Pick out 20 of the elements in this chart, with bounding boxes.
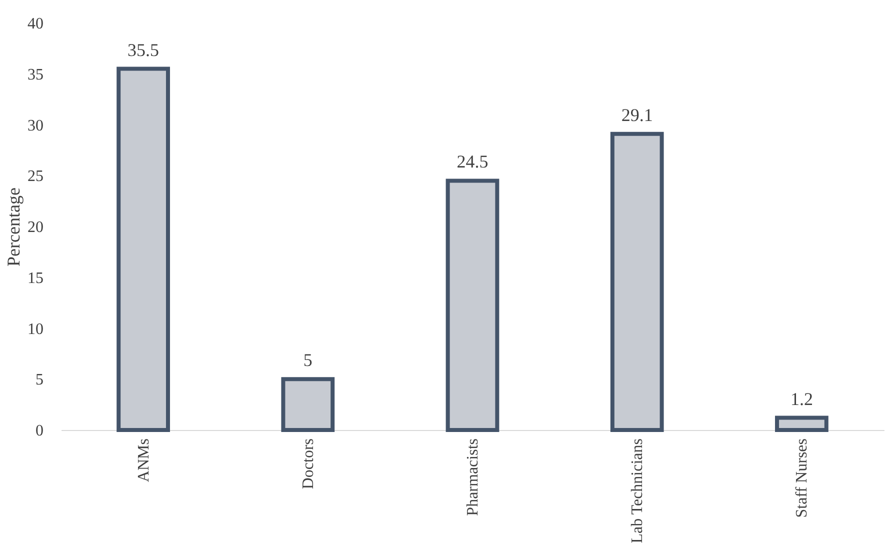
- x-tick-label: ANMs: [135, 438, 152, 482]
- x-tick-label: Lab Technicians: [629, 438, 646, 544]
- y-tick-label: 30: [28, 117, 44, 134]
- y-tick-label: 0: [36, 422, 44, 440]
- data-label: 5: [303, 350, 312, 370]
- data-label: 24.5: [456, 152, 488, 172]
- x-tick-label: Staff Nurses: [794, 438, 811, 518]
- data-label: 29.1: [621, 104, 653, 125]
- y-tick-label: 25: [28, 168, 44, 186]
- y-tick-label: 10: [28, 320, 44, 338]
- y-tick-label: 35: [28, 66, 44, 84]
- data-label: 1.2: [790, 388, 813, 409]
- y-tick-label: 20: [28, 219, 44, 236]
- y-tick-label: 5: [36, 372, 44, 389]
- y-axis-title: Percentage: [4, 188, 24, 266]
- x-tick-label: Doctors: [300, 438, 317, 490]
- y-tick-label: 40: [28, 16, 44, 32]
- y-tick-label: 15: [28, 270, 44, 287]
- data-label: 35.5: [128, 40, 160, 60]
- x-tick-label: Pharmacists: [464, 438, 482, 516]
